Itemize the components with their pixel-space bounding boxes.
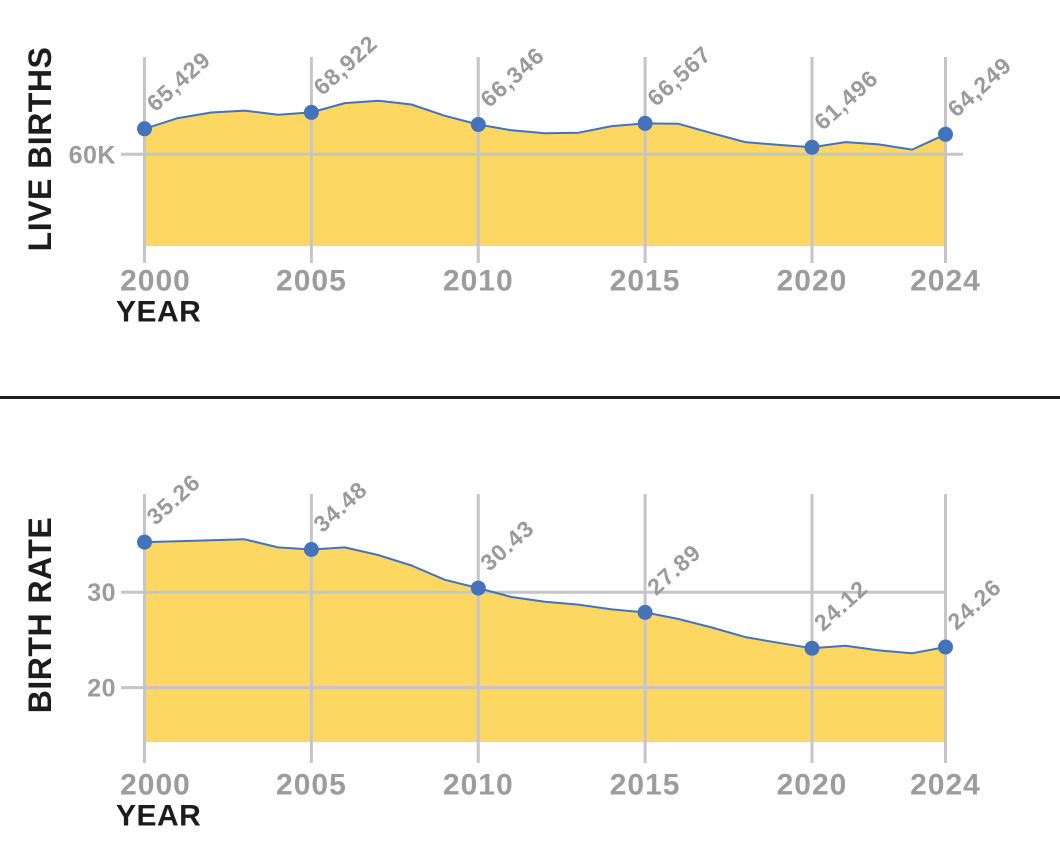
x-axis-title-year-top: YEAR [116,296,201,329]
x-axis-tick-label: 2015 [610,265,681,298]
data-point [137,121,152,137]
y-axis-title-birth-rate: BIRTH RATE [22,517,58,713]
data-point [804,139,820,155]
y-axis-title-live-births: LIVE BIRTHS [22,47,58,252]
y-axis-tick-label: 30 [87,579,116,607]
data-point [470,117,486,132]
data-point-label: 24.26 [942,574,1006,635]
data-point-label: 66,346 [475,42,549,112]
data-point [938,639,953,655]
x-axis-title-year-bottom: YEAR [116,800,201,833]
data-point [804,640,820,656]
x-axis-tick-label: 2024 [910,265,981,298]
data-point-label: 24.12 [809,575,873,636]
data-point-label: 68,922 [308,30,382,100]
section-divider [0,396,1060,399]
x-axis-tick-label: 2024 [910,769,981,802]
x-axis-tick-label: 2010 [443,265,514,298]
data-point [938,126,953,142]
live-births-chart: 60K 65,429 68,922 66,346 66,567 61,496 64,249 2… [22,30,1017,329]
area-fill [144,100,946,246]
data-point-label: 61,496 [809,65,883,135]
data-point [470,580,486,596]
x-axis-tick-label: 2005 [276,769,347,802]
data-point-label: 34.48 [308,476,372,537]
data-point-label: 30.43 [475,515,539,576]
y-axis-tick-label: 20 [87,675,116,703]
x-axis-tick-label: 2000 [120,769,191,802]
data-point [137,534,152,550]
x-axis-tick-label: 2010 [443,769,514,802]
data-point [303,104,319,120]
live-births-plot-area: 60K 65,429 68,922 66,346 66,567 61,496 64,249 2… [69,30,1017,298]
y-axis-tick-label: 60K [69,141,116,169]
x-axis-tick-label: 2005 [276,265,347,298]
data-point [637,604,653,620]
x-axis-tick-label: 2020 [777,769,848,802]
data-point-label: 65,429 [141,46,215,116]
data-point-label: 64,249 [942,52,1016,122]
data-point [637,115,653,131]
data-point-label: 66,567 [642,41,716,111]
x-axis-tick-label: 2015 [610,769,681,802]
x-axis-tick-label: 2000 [120,265,191,298]
area-fill [144,539,946,742]
data-point-label: 35.26 [141,469,205,530]
x-axis-tick-label: 2020 [777,265,848,298]
data-point [303,542,319,557]
